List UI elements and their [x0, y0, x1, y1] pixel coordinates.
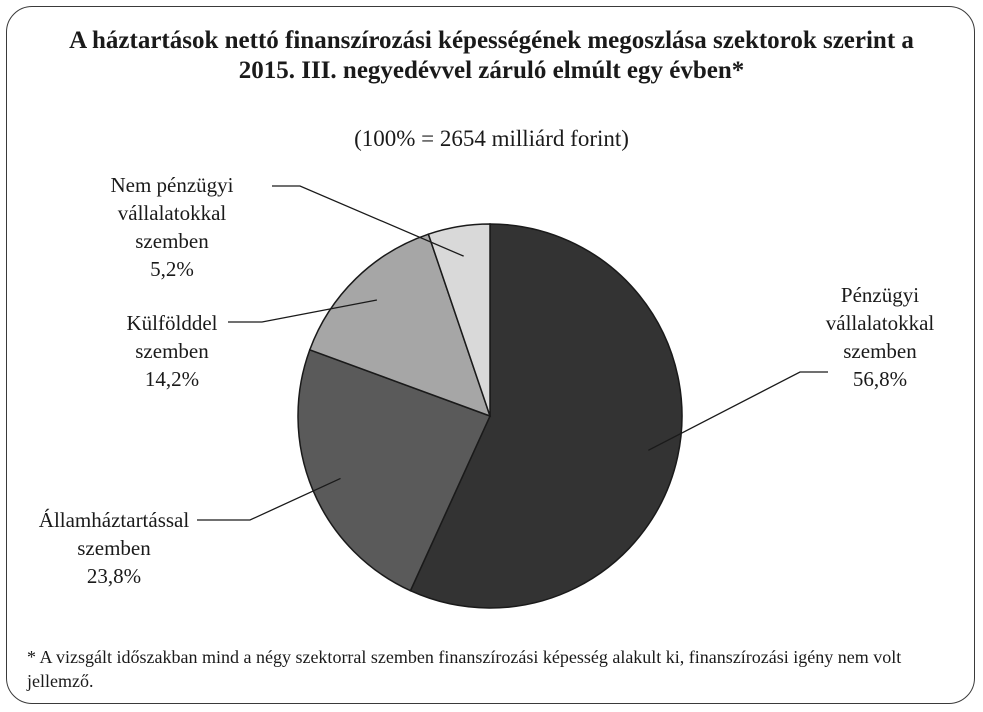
slice-kulfold-leader-line [228, 299, 378, 323]
footnote: * A vizsgált időszakban mind a négy szek… [27, 647, 902, 691]
chart-subtitle: (100% = 2654 milliárd forint) [354, 126, 629, 151]
slice-nem-penzugyi-label: Nem pénzügyi vállalatokkal szemben 5,2% [110, 173, 233, 281]
slice-kulfold-label: Külfölddel szemben 14,2% [127, 311, 218, 391]
slice-penzugyi [409, 223, 683, 609]
slice-allamhaztartas-leader-line [197, 477, 341, 521]
chart-title: A háztartások nettó finanszírozási képes… [69, 27, 914, 84]
slice-penzugyi-leader-line [648, 371, 828, 451]
slice-allamhaztartas [297, 348, 492, 592]
slice-allamhaztartas-label: Államháztartással szemben 23,8% [39, 508, 190, 588]
slice-nem-penzugyi-leader-line [272, 185, 464, 257]
slice-nem-penzugyi [427, 223, 491, 417]
slice-penzugyi-label: Pénzügyi vállalatokkal szemben 56,8% [826, 283, 935, 391]
slice-kulfold [308, 233, 492, 418]
